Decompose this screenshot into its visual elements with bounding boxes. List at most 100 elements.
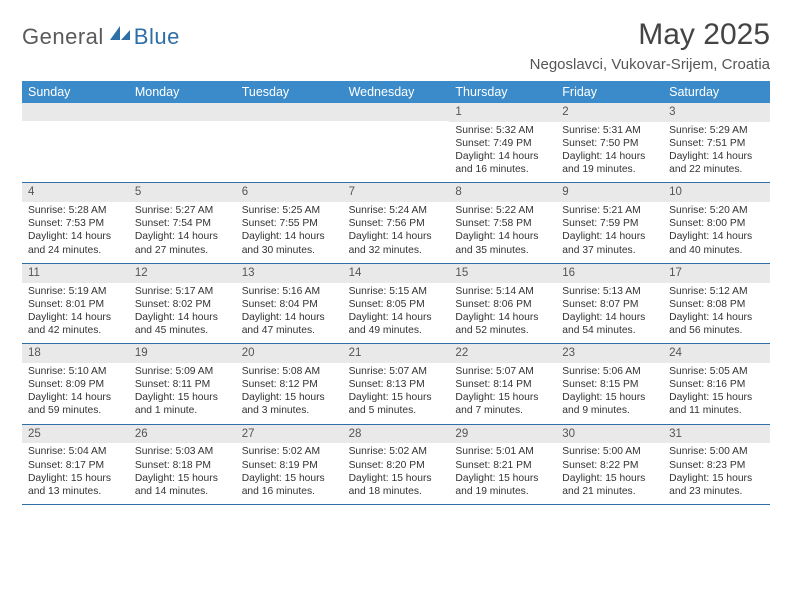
day-cell — [343, 103, 450, 182]
calendar: Sunday Monday Tuesday Wednesday Thursday… — [22, 81, 770, 505]
daylight-text: Daylight: 15 hours and 14 minutes. — [135, 472, 230, 498]
sunset-text: Sunset: 8:07 PM — [562, 298, 657, 311]
sunrise-text: Sunrise: 5:06 AM — [562, 365, 657, 378]
sunset-text: Sunset: 7:49 PM — [455, 137, 550, 150]
day-body: Sunrise: 5:24 AMSunset: 7:56 PMDaylight:… — [343, 202, 450, 263]
day-cell: 1Sunrise: 5:32 AMSunset: 7:49 PMDaylight… — [449, 103, 556, 182]
day-body: Sunrise: 5:13 AMSunset: 8:07 PMDaylight:… — [556, 283, 663, 344]
dow-thursday: Thursday — [449, 81, 556, 103]
day-body — [343, 121, 450, 179]
day-body: Sunrise: 5:31 AMSunset: 7:50 PMDaylight:… — [556, 122, 663, 183]
sunrise-text: Sunrise: 5:10 AM — [28, 365, 123, 378]
day-number: 29 — [449, 425, 556, 444]
day-cell: 6Sunrise: 5:25 AMSunset: 7:55 PMDaylight… — [236, 183, 343, 262]
sunset-text: Sunset: 8:12 PM — [242, 378, 337, 391]
day-number: 24 — [663, 344, 770, 363]
daylight-text: Daylight: 14 hours and 59 minutes. — [28, 391, 123, 417]
day-body: Sunrise: 5:03 AMSunset: 8:18 PMDaylight:… — [129, 443, 236, 504]
sunrise-text: Sunrise: 5:08 AM — [242, 365, 337, 378]
sunrise-text: Sunrise: 5:25 AM — [242, 204, 337, 217]
day-number: 22 — [449, 344, 556, 363]
sunset-text: Sunset: 8:08 PM — [669, 298, 764, 311]
day-cell: 23Sunrise: 5:06 AMSunset: 8:15 PMDayligh… — [556, 344, 663, 423]
day-number: 11 — [22, 264, 129, 283]
day-number: 3 — [663, 103, 770, 122]
week-row: 1Sunrise: 5:32 AMSunset: 7:49 PMDaylight… — [22, 103, 770, 183]
day-body: Sunrise: 5:16 AMSunset: 8:04 PMDaylight:… — [236, 283, 343, 344]
daylight-text: Daylight: 14 hours and 56 minutes. — [669, 311, 764, 337]
day-number: 20 — [236, 344, 343, 363]
day-number — [129, 103, 236, 121]
day-body: Sunrise: 5:12 AMSunset: 8:08 PMDaylight:… — [663, 283, 770, 344]
day-body: Sunrise: 5:10 AMSunset: 8:09 PMDaylight:… — [22, 363, 129, 424]
day-cell — [236, 103, 343, 182]
month-title: May 2025 — [530, 18, 770, 52]
day-body: Sunrise: 5:00 AMSunset: 8:23 PMDaylight:… — [663, 443, 770, 504]
day-cell: 5Sunrise: 5:27 AMSunset: 7:54 PMDaylight… — [129, 183, 236, 262]
day-number: 6 — [236, 183, 343, 202]
day-cell: 26Sunrise: 5:03 AMSunset: 8:18 PMDayligh… — [129, 425, 236, 504]
sunrise-text: Sunrise: 5:14 AM — [455, 285, 550, 298]
day-number: 13 — [236, 264, 343, 283]
daylight-text: Daylight: 14 hours and 19 minutes. — [562, 150, 657, 176]
daylight-text: Daylight: 14 hours and 52 minutes. — [455, 311, 550, 337]
sunrise-text: Sunrise: 5:24 AM — [349, 204, 444, 217]
daylight-text: Daylight: 14 hours and 16 minutes. — [455, 150, 550, 176]
sunset-text: Sunset: 8:09 PM — [28, 378, 123, 391]
sunrise-text: Sunrise: 5:19 AM — [28, 285, 123, 298]
daylight-text: Daylight: 14 hours and 27 minutes. — [135, 230, 230, 256]
day-body — [22, 121, 129, 179]
sunset-text: Sunset: 8:23 PM — [669, 459, 764, 472]
day-body: Sunrise: 5:04 AMSunset: 8:17 PMDaylight:… — [22, 443, 129, 504]
sunrise-text: Sunrise: 5:07 AM — [349, 365, 444, 378]
day-body: Sunrise: 5:01 AMSunset: 8:21 PMDaylight:… — [449, 443, 556, 504]
week-row: 18Sunrise: 5:10 AMSunset: 8:09 PMDayligh… — [22, 344, 770, 424]
day-cell: 13Sunrise: 5:16 AMSunset: 8:04 PMDayligh… — [236, 264, 343, 343]
dow-sunday: Sunday — [22, 81, 129, 103]
sunset-text: Sunset: 8:02 PM — [135, 298, 230, 311]
day-body: Sunrise: 5:07 AMSunset: 8:13 PMDaylight:… — [343, 363, 450, 424]
day-number: 28 — [343, 425, 450, 444]
day-cell: 18Sunrise: 5:10 AMSunset: 8:09 PMDayligh… — [22, 344, 129, 423]
week-row: 25Sunrise: 5:04 AMSunset: 8:17 PMDayligh… — [22, 425, 770, 505]
day-cell: 11Sunrise: 5:19 AMSunset: 8:01 PMDayligh… — [22, 264, 129, 343]
day-body: Sunrise: 5:09 AMSunset: 8:11 PMDaylight:… — [129, 363, 236, 424]
sunrise-text: Sunrise: 5:00 AM — [669, 445, 764, 458]
day-number: 7 — [343, 183, 450, 202]
sunset-text: Sunset: 8:00 PM — [669, 217, 764, 230]
sunset-text: Sunset: 7:54 PM — [135, 217, 230, 230]
day-number: 16 — [556, 264, 663, 283]
sunset-text: Sunset: 8:11 PM — [135, 378, 230, 391]
day-number: 18 — [22, 344, 129, 363]
sunrise-text: Sunrise: 5:09 AM — [135, 365, 230, 378]
day-number — [343, 103, 450, 121]
day-body: Sunrise: 5:00 AMSunset: 8:22 PMDaylight:… — [556, 443, 663, 504]
day-cell: 31Sunrise: 5:00 AMSunset: 8:23 PMDayligh… — [663, 425, 770, 504]
sunset-text: Sunset: 8:04 PM — [242, 298, 337, 311]
title-block: May 2025 Negoslavci, Vukovar-Srijem, Cro… — [530, 18, 770, 73]
day-number: 10 — [663, 183, 770, 202]
sunrise-text: Sunrise: 5:27 AM — [135, 204, 230, 217]
sunset-text: Sunset: 8:22 PM — [562, 459, 657, 472]
day-cell: 17Sunrise: 5:12 AMSunset: 8:08 PMDayligh… — [663, 264, 770, 343]
daylight-text: Daylight: 15 hours and 21 minutes. — [562, 472, 657, 498]
sunset-text: Sunset: 8:13 PM — [349, 378, 444, 391]
daylight-text: Daylight: 15 hours and 7 minutes. — [455, 391, 550, 417]
day-cell: 12Sunrise: 5:17 AMSunset: 8:02 PMDayligh… — [129, 264, 236, 343]
day-body: Sunrise: 5:27 AMSunset: 7:54 PMDaylight:… — [129, 202, 236, 263]
day-number: 15 — [449, 264, 556, 283]
sunrise-text: Sunrise: 5:20 AM — [669, 204, 764, 217]
day-body: Sunrise: 5:02 AMSunset: 8:19 PMDaylight:… — [236, 443, 343, 504]
daylight-text: Daylight: 15 hours and 1 minute. — [135, 391, 230, 417]
daylight-text: Daylight: 15 hours and 13 minutes. — [28, 472, 123, 498]
sunrise-text: Sunrise: 5:04 AM — [28, 445, 123, 458]
day-cell: 21Sunrise: 5:07 AMSunset: 8:13 PMDayligh… — [343, 344, 450, 423]
day-body: Sunrise: 5:29 AMSunset: 7:51 PMDaylight:… — [663, 122, 770, 183]
header: General Blue May 2025 Negoslavci, Vukova… — [22, 18, 770, 73]
sunrise-text: Sunrise: 5:31 AM — [562, 124, 657, 137]
sunset-text: Sunset: 8:19 PM — [242, 459, 337, 472]
day-body: Sunrise: 5:08 AMSunset: 8:12 PMDaylight:… — [236, 363, 343, 424]
sunset-text: Sunset: 7:56 PM — [349, 217, 444, 230]
day-cell: 19Sunrise: 5:09 AMSunset: 8:11 PMDayligh… — [129, 344, 236, 423]
daylight-text: Daylight: 15 hours and 23 minutes. — [669, 472, 764, 498]
